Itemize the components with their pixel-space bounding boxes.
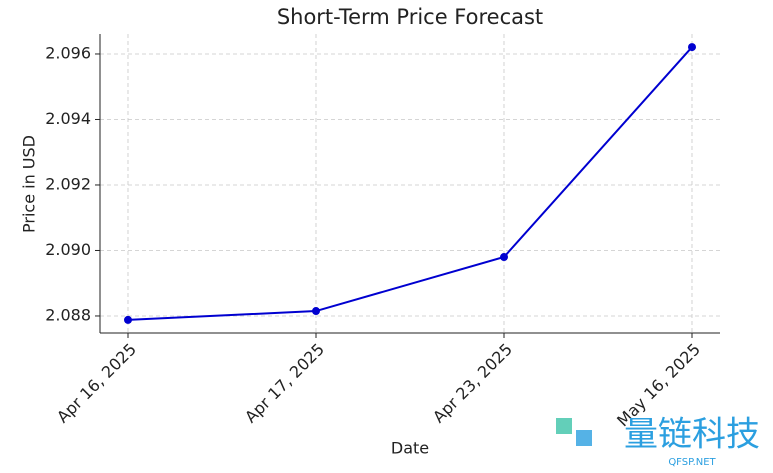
- y-tick-label: 2.088: [45, 305, 91, 324]
- chart-title: Short-Term Price Forecast: [277, 5, 543, 29]
- y-tick-label: 2.096: [45, 43, 91, 62]
- y-tick-label: 2.090: [45, 240, 91, 259]
- y-axis-label: Price in USD: [20, 135, 39, 233]
- point: [500, 253, 508, 262]
- watermark-text: 量链科技: [624, 415, 760, 455]
- point: [124, 315, 132, 324]
- watermark: 量链科技 QFSP.NET: [556, 415, 760, 468]
- watermark-subtext: QFSP.NET: [668, 457, 716, 468]
- x-tick-label: Apr 17, 2025: [241, 340, 328, 427]
- x-tick-label: Apr 16, 2025: [53, 340, 140, 427]
- line: [127, 46, 693, 321]
- x-tick-label: Apr 23, 2025: [429, 340, 516, 427]
- y-tick-label: 2.094: [45, 109, 91, 128]
- x-axis-label: Date: [391, 439, 429, 458]
- watermark-icon: [576, 430, 592, 446]
- point: [312, 307, 320, 316]
- point: [688, 43, 696, 52]
- y-tick-label: 2.092: [45, 174, 91, 193]
- watermark-icon: [556, 418, 572, 434]
